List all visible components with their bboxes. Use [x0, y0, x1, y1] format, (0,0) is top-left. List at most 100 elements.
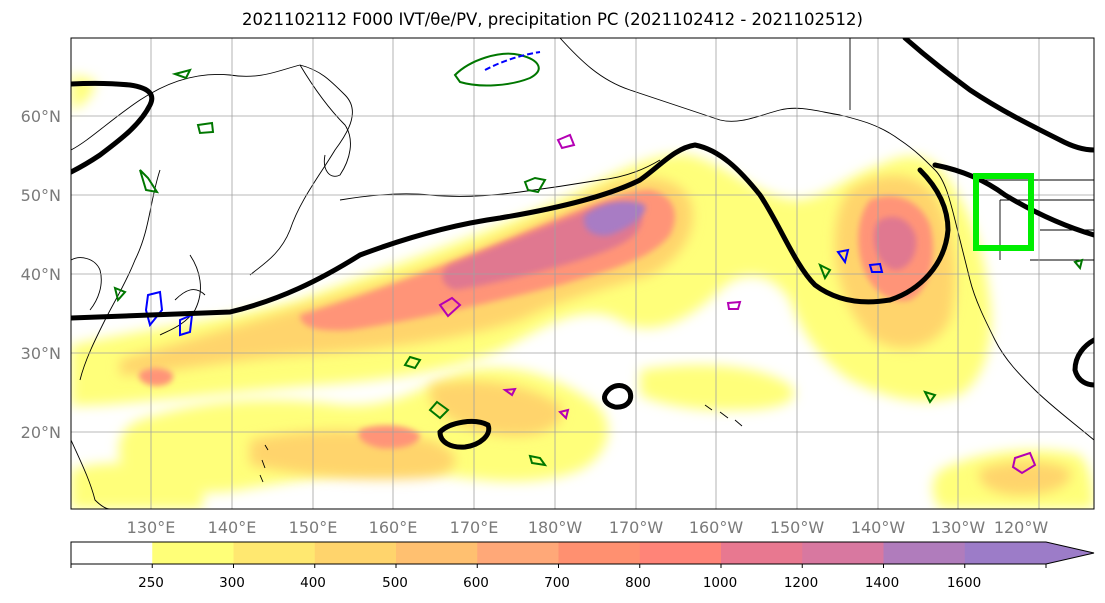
lon-label-130w: 130°W [931, 518, 986, 537]
pv-magenta-2 [438, 296, 462, 318]
colorbar-label-1000: 1000 [703, 575, 737, 591]
pv-green-2 [171, 68, 192, 80]
pv-blue-3 [179, 313, 194, 337]
colorbar-label-250: 250 [138, 575, 164, 591]
colorbar-label-400: 400 [300, 575, 326, 591]
pv-blue-1 [484, 51, 541, 71]
theta-e-ne-upper [902, 38, 1094, 153]
graticule [71, 38, 1094, 509]
latitude-labels: 60°N 50°N 40°N 30°N 20°N [21, 107, 61, 442]
pv-contours-green [113, 52, 1084, 467]
lon-label-140w: 140°W [851, 518, 906, 537]
colorbar-ticks [70, 564, 1047, 568]
ivt-shading [71, 75, 1094, 509]
lon-label-150e: 150°E [289, 518, 338, 537]
colorbar-segment-11 [964, 542, 1047, 564]
coast-alaska [559, 38, 956, 221]
pv-green-3 [196, 121, 215, 135]
colorbar-label-1200: 1200 [784, 575, 818, 591]
pv-green-9 [403, 355, 422, 370]
colorbar-segments [71, 542, 1047, 564]
colorbar-label-600: 600 [463, 575, 489, 591]
colorbar-segment-2 [233, 542, 316, 564]
colorbar-extend-arrow [1046, 542, 1094, 564]
lat-label-60: 60°N [21, 107, 61, 126]
coast-philippines [71, 439, 111, 509]
colorbar-segment-1 [152, 542, 234, 564]
region-highlight-box [973, 173, 1034, 251]
colorbar: 250 300 400 500 600 700 800 1000 1200 14… [70, 541, 1095, 591]
pv-contours-magenta [438, 133, 1037, 475]
colorbar-label-1600: 1600 [947, 575, 981, 591]
theta-e-north [71, 80, 155, 175]
lat-label-50: 50°N [21, 186, 61, 205]
pv-green-12 [818, 262, 832, 281]
colorbar-label-500: 500 [382, 575, 408, 591]
map-panel [71, 38, 1094, 509]
lat-label-40: 40°N [21, 265, 61, 284]
lat-label-30: 30°N [21, 344, 61, 363]
ivt-band-south-east [640, 365, 795, 411]
pv-magenta-4 [726, 300, 742, 310]
pv-green-6 [428, 400, 450, 420]
lon-label-140e: 140°E [208, 518, 257, 537]
pv-green-7 [528, 454, 548, 467]
pv-magenta-6 [558, 408, 570, 420]
coast-asia [71, 64, 353, 381]
pv-green-11 [1073, 258, 1084, 271]
pv-magenta-3 [1011, 451, 1037, 475]
coast-japan [159, 254, 206, 336]
pv-green-5 [523, 176, 547, 194]
pv-contours-blue [144, 51, 884, 337]
pv-green-1 [453, 52, 540, 87]
colorbar-segment-5 [477, 542, 559, 564]
lon-label-170w: 170°W [609, 518, 664, 537]
lon-label-160e: 160°E [369, 518, 418, 537]
lon-label-170e: 170°E [450, 518, 499, 537]
lat-label-20: 20°N [21, 423, 61, 442]
pv-blue-5 [836, 248, 850, 265]
colorbar-label-800: 800 [625, 575, 651, 591]
colorbar-label-700: 700 [544, 575, 570, 591]
colorbar-segment-6 [558, 542, 641, 564]
colorbar-segment-9 [802, 542, 884, 564]
colorbar-segment-8 [721, 542, 803, 564]
theta-e-loop-1 [437, 419, 492, 450]
lon-label-160w: 160°W [689, 518, 744, 537]
lon-label-120w: 120°W [994, 518, 1049, 537]
colorbar-segment-10 [883, 542, 966, 564]
coast-kamchatka [299, 64, 351, 177]
theta-e-ne-lower [932, 162, 1094, 238]
pv-magenta-5 [502, 387, 517, 397]
colorbar-segment-3 [314, 542, 397, 564]
pv-green-8 [113, 286, 127, 303]
coast-islands-mariana [259, 444, 269, 483]
ivt-patch-southwest [71, 463, 204, 509]
plot-title: 2021102112 F000 IVT/θe/PV, precipitation… [242, 10, 863, 29]
lon-label-180w: 180°W [528, 518, 583, 537]
colorbar-label-1400: 1400 [865, 575, 899, 591]
coast-na-west [954, 219, 1094, 441]
coast-hawaii [704, 404, 743, 427]
colorbar-segment-0 [71, 542, 153, 564]
pv-blue-4 [868, 262, 884, 273]
pv-green-4 [139, 169, 160, 194]
map-frame [70, 37, 1095, 510]
theta-e-loop-2 [602, 383, 634, 410]
pv-green-10 [923, 390, 937, 404]
colorbar-outline [70, 541, 1095, 565]
coastlines [71, 38, 1094, 509]
theta-e-main [71, 142, 951, 321]
coast-na-border [849, 38, 1094, 261]
colorbar-label-300: 300 [219, 575, 245, 591]
longitude-labels: 130°E 140°E 150°E 160°E 170°E 180°W 170°… [127, 518, 1049, 537]
pv-magenta-1 [556, 133, 576, 150]
colorbar-segment-7 [639, 542, 722, 564]
lon-label-150w: 150°W [770, 518, 825, 537]
lon-label-130e: 130°E [127, 518, 176, 537]
pv-blue-2 [144, 290, 164, 328]
coast-aleutians [339, 159, 661, 201]
theta-e-contours [71, 38, 1094, 450]
theta-e-right-edge [1072, 337, 1094, 388]
